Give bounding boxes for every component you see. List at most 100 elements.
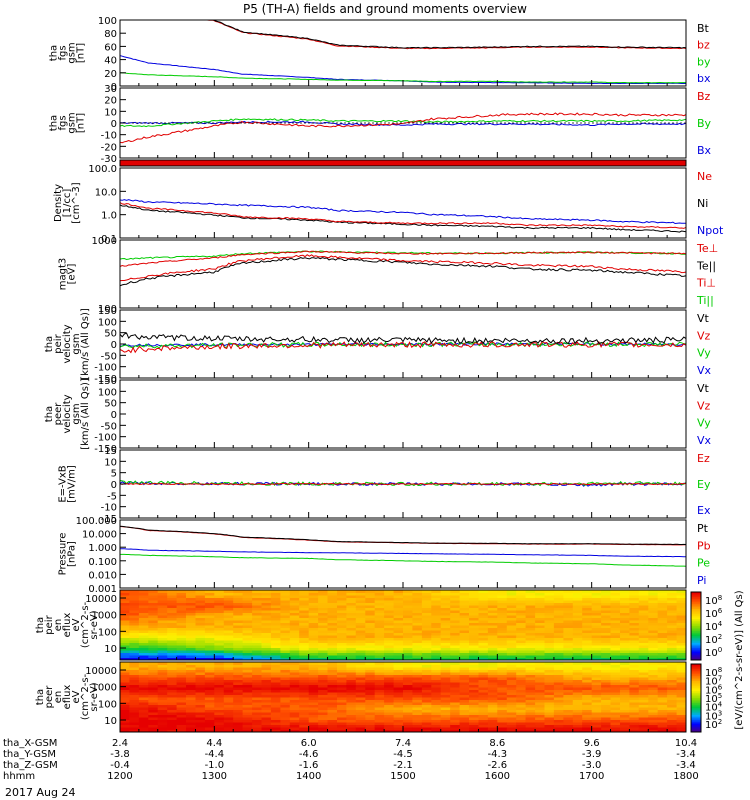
spectro-cell-p10: [412, 632, 423, 636]
spectro-cell-p11: [120, 707, 130, 710]
spectro-cell-p10: [252, 635, 262, 638]
spectro-cell-p10: [582, 635, 593, 638]
spectro-cell-p11: [638, 714, 649, 718]
spectro-cell-p10: [629, 610, 640, 613]
spectro-cell-p10: [657, 595, 668, 598]
spectro-cell-p11: [374, 724, 385, 728]
spectro-cell-p10: [176, 640, 187, 643]
spectro-cell-p10: [582, 600, 593, 603]
spectro-cell-p11: [610, 669, 621, 673]
spectro-cell-p10: [431, 627, 442, 631]
ytick-p1-5: 0: [111, 82, 117, 93]
spectro-cell-p11: [138, 724, 149, 728]
spectro-cell-p10: [459, 595, 470, 598]
spectro-cell-p10: [157, 605, 168, 608]
spectro-cell-p11: [440, 689, 451, 693]
spectro-cell-p11: [516, 694, 527, 698]
spectro-cell-p11: [167, 707, 178, 710]
spectro-cell-p10: [120, 642, 130, 646]
spectro-cell-p10: [544, 617, 555, 621]
spectro-cell-p11: [252, 679, 262, 683]
colorbar-cell-bottom: [691, 711, 701, 714]
spectro-cell-p10: [138, 652, 149, 656]
spectro-cell-p10: [186, 632, 196, 636]
spectro-cell-p11: [638, 729, 649, 733]
spectro-cell-p11: [582, 699, 593, 703]
spectro-cell-p11: [318, 714, 328, 718]
spectro-cell-p11: [204, 662, 215, 665]
spectro-cell-p11: [365, 712, 376, 715]
spectro-cell-p11: [299, 697, 310, 700]
spectro-cell-p10: [233, 600, 244, 603]
spectro-cell-p11: [223, 692, 234, 695]
spectro-cell-p11: [270, 714, 281, 718]
spectro-cell-p11: [355, 684, 366, 688]
spectro-cell-p11: [327, 682, 338, 685]
spectro-cell-p10: [318, 645, 328, 648]
spectro-cell-p10: [638, 602, 649, 606]
ytick-p6-4: -50: [101, 351, 117, 362]
spectro-cell-p10: [620, 640, 630, 643]
xaxis-label-0: tha_X-GSM: [3, 738, 57, 749]
colorbar-cell-bottom: [691, 721, 701, 724]
spectro-cell-p10: [214, 590, 225, 593]
spectro-cell-p11: [657, 699, 668, 703]
spectro-cell-p11: [469, 684, 479, 688]
spectro-cell-p11: [223, 664, 234, 668]
spectro-cell-p11: [440, 674, 451, 678]
spectro-cell-p11: [667, 709, 677, 713]
spectro-cell-p10: [497, 617, 508, 621]
legend-p5-0: Te⊥: [696, 242, 718, 255]
spectro-cell-p10: [648, 657, 659, 661]
spectro-cell-p11: [591, 702, 602, 705]
colorbar-cell-top: [691, 603, 701, 607]
spectro-cell-p10: [478, 640, 489, 643]
series-p1-bx: [119, 55, 686, 85]
spectro-cell-p10: [337, 592, 347, 596]
spectro-cell-p10: [176, 627, 187, 631]
spectro-cell-p11: [487, 677, 498, 680]
spectro-cell-p11: [412, 662, 423, 665]
spectro-cell-p10: [525, 625, 536, 628]
spectro-cell-p10: [289, 612, 300, 616]
spectro-cell-p10: [421, 592, 432, 596]
spectro-cell-p11: [469, 679, 479, 683]
spectro-cell-p10: [308, 640, 319, 643]
spectro-cell-p11: [280, 682, 291, 685]
spectro-cell-p10: [223, 595, 234, 598]
spectro-cell-p11: [572, 727, 583, 730]
spectro-cell-p10: [610, 627, 621, 631]
spectro-cell-p10: [676, 635, 687, 638]
spectro-cell-p11: [525, 702, 536, 705]
spectro-cell-p11: [553, 722, 564, 725]
spectro-cell-p11: [563, 712, 574, 715]
spectro-cell-p11: [157, 694, 168, 698]
spectro-cell-p11: [412, 667, 423, 670]
spectro-cell-p11: [261, 702, 272, 705]
spectro-cell-p10: [648, 607, 659, 611]
spectro-cell-p11: [252, 667, 262, 670]
spectro-cell-p11: [138, 682, 149, 685]
xaxis-value-1-5: -3.9: [582, 749, 602, 760]
spectro-cell-p10: [252, 642, 262, 646]
spectro-cell-p11: [450, 714, 461, 718]
spectro-cell-p11: [393, 712, 404, 715]
spectro-cell-p11: [252, 672, 262, 675]
spectro-cell-p10: [431, 635, 442, 638]
series-p1-Bt: [120, 19, 687, 49]
spectro-cell-p11: [478, 699, 489, 703]
spectro-cell-p10: [148, 657, 159, 661]
spectro-cell-p10: [337, 612, 347, 616]
spectro-cell-p10: [299, 625, 310, 628]
spectro-cell-p10: [629, 592, 640, 596]
spectro-cell-p11: [506, 702, 517, 705]
spectro-cell-p11: [270, 727, 281, 730]
spectro-cell-p10: [157, 612, 168, 616]
spectro-cell-p10: [563, 615, 574, 618]
spectro-cell-p10: [459, 612, 470, 616]
spectro-cell-p11: [157, 699, 168, 703]
spectro-cell-p11: [214, 712, 225, 715]
spectro-cell-p10: [459, 600, 470, 603]
spectro-cell-p11: [601, 702, 611, 705]
spectro-cell-p10: [270, 620, 281, 623]
